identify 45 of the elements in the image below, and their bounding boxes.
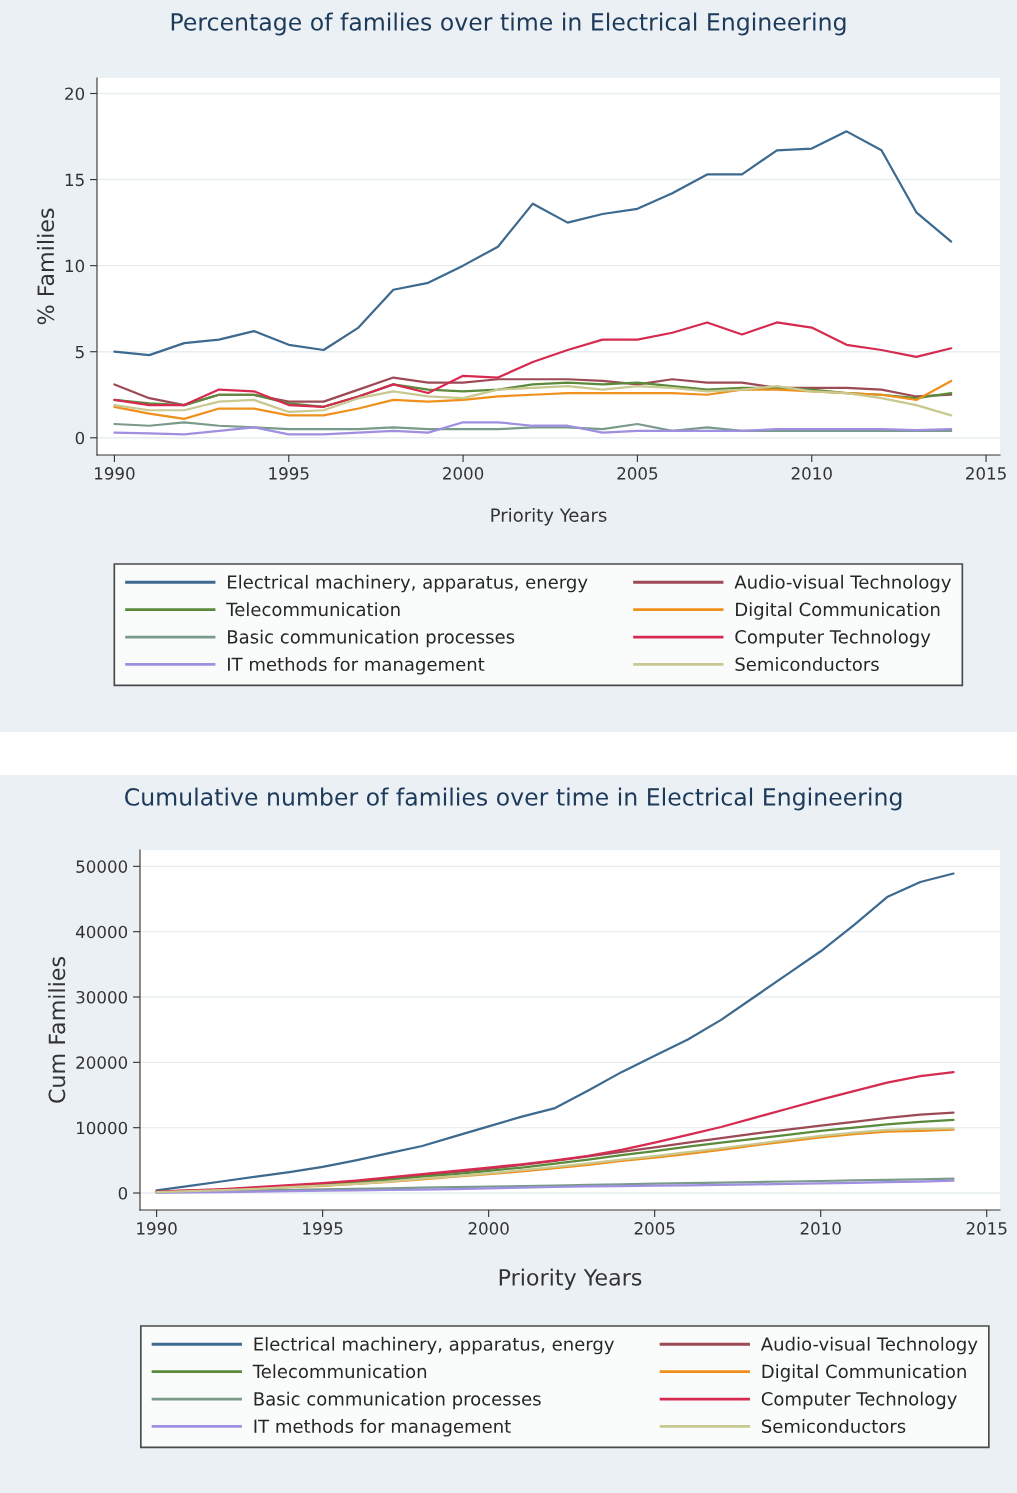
y-tick-label: 40000 bbox=[75, 925, 128, 939]
y-tick-label: 10 bbox=[65, 259, 85, 273]
legend-label: Digital Communication bbox=[736, 602, 940, 620]
chart-title: Percentage of families over time in Electrical Engineering bbox=[171, 12, 846, 36]
x-tick-label: 1990 bbox=[95, 467, 135, 480]
legend-label: Electrical machinery, apparatus, energy bbox=[228, 574, 588, 593]
x-tick-label: 1995 bbox=[303, 1222, 343, 1235]
legend-label: Computer Technology bbox=[761, 1391, 957, 1410]
x-tick-label: 2005 bbox=[634, 1222, 675, 1235]
legend-label: Audio-visual Technology bbox=[734, 574, 951, 593]
y-tick-label: 20 bbox=[65, 87, 85, 101]
x-axis-title: Priority Years bbox=[499, 1268, 642, 1290]
x-tick-label: 1995 bbox=[269, 467, 309, 480]
y-tick-label: 15 bbox=[65, 173, 84, 187]
legend-label: Semiconductors bbox=[735, 657, 879, 672]
legend-label: Electrical machinery, apparatus, energy bbox=[254, 1336, 614, 1355]
x-axis-title: Priority Years bbox=[491, 507, 607, 526]
legend-label: Basic communication processes bbox=[254, 1391, 541, 1410]
legend-label: Telecommunication bbox=[226, 602, 400, 617]
legend-label: Audio-visual Technology bbox=[760, 1336, 978, 1355]
y-tick-label: 50000 bbox=[76, 860, 128, 873]
chart-title: Cumulative number of families over time in Electrical Engineering bbox=[125, 787, 902, 811]
y-tick-label: 0 bbox=[75, 431, 85, 445]
legend-label: IT methods for management bbox=[228, 657, 485, 675]
x-tick-label: 1990 bbox=[137, 1222, 177, 1235]
x-tick-label: 2000 bbox=[443, 467, 484, 480]
y-tick-label: 20000 bbox=[76, 1056, 128, 1069]
legend-label: Semiconductors bbox=[761, 1419, 906, 1434]
x-tick-label: 2010 bbox=[800, 1222, 841, 1235]
legend-label: Computer Technology bbox=[735, 629, 931, 648]
x-tick-label: 2010 bbox=[791, 467, 832, 480]
x-tick-label: 2015 bbox=[966, 1222, 1007, 1235]
x-tick-label: 2015 bbox=[966, 467, 1006, 480]
legend-label: Telecommunication bbox=[252, 1364, 427, 1379]
legend-label: Basic communication processes bbox=[228, 629, 515, 648]
legend-label: Digital Communication bbox=[762, 1364, 966, 1382]
y-tick-label: 5 bbox=[75, 345, 84, 359]
y-tick-label: 30000 bbox=[76, 990, 128, 1004]
y-tick-label: 0 bbox=[118, 1186, 128, 1200]
y-axis-title: Cum Families bbox=[48, 957, 66, 1103]
x-tick-label: 2000 bbox=[468, 1222, 509, 1235]
legend-label: IT methods for management bbox=[254, 1419, 511, 1437]
y-axis-title: % Families bbox=[36, 208, 55, 325]
x-tick-label: 2005 bbox=[617, 467, 658, 480]
y-tick-label: 10000 bbox=[77, 1121, 128, 1135]
